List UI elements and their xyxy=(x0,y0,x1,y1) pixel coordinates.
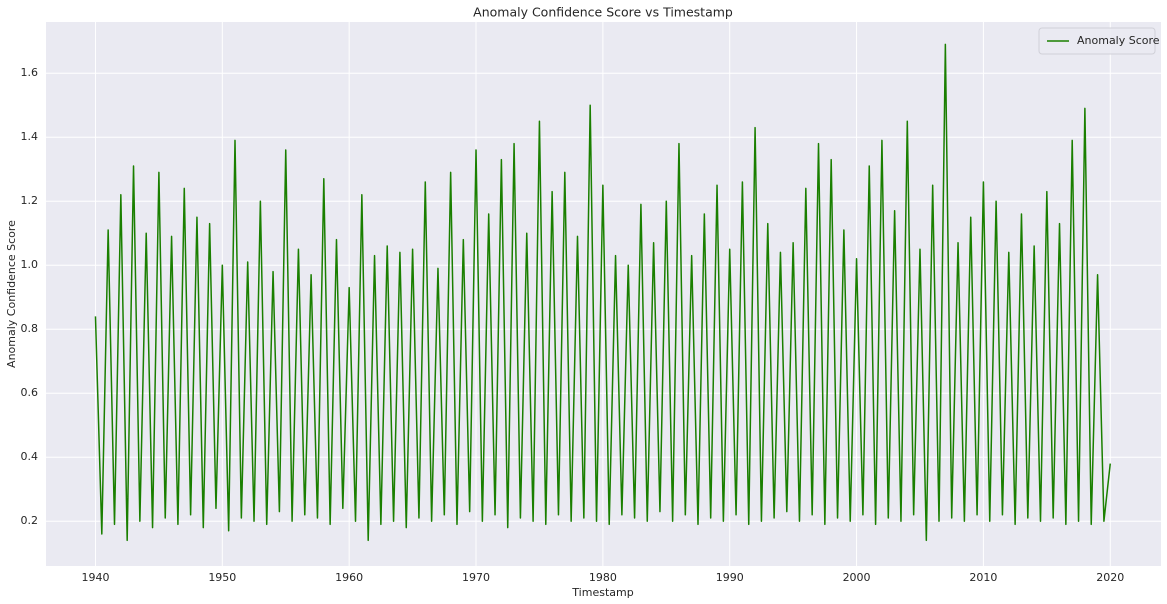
x-tick-label: 1960 xyxy=(335,571,363,584)
legend: Anomaly Score xyxy=(1038,27,1160,55)
marks xyxy=(94,43,1112,542)
x-axis-label: Timestamp xyxy=(571,586,633,599)
y-axis-label: Anomaly Confidence Score xyxy=(5,220,18,368)
y-tick-label: 0.8 xyxy=(21,322,39,335)
x-tick-label: 1970 xyxy=(462,571,490,584)
x-tick-label: 2010 xyxy=(969,571,997,584)
x-tick-label: 1990 xyxy=(716,571,744,584)
y-tick-label: 0.6 xyxy=(21,386,39,399)
y-tick-label: 0.4 xyxy=(21,450,39,463)
x-tick-label: 1940 xyxy=(81,571,109,584)
x-tick-label: 2000 xyxy=(843,571,871,584)
x-tick-label: 2020 xyxy=(1096,571,1124,584)
x-tick-label: 1980 xyxy=(589,571,617,584)
series-line xyxy=(94,43,1112,542)
y-tick-label: 1.6 xyxy=(21,66,39,79)
legend-label: Anomaly Score xyxy=(1077,34,1160,47)
y-tick-label: 0.2 xyxy=(21,514,39,527)
y-tick-label: 1.4 xyxy=(21,130,39,143)
x-tick-label: 1950 xyxy=(208,571,236,584)
y-tick-label: 1.2 xyxy=(21,194,39,207)
chart-title: Anomaly Confidence Score vs Timestamp xyxy=(473,5,733,20)
legend-box xyxy=(1038,27,1156,55)
y-tick-label: 1.0 xyxy=(21,258,39,271)
